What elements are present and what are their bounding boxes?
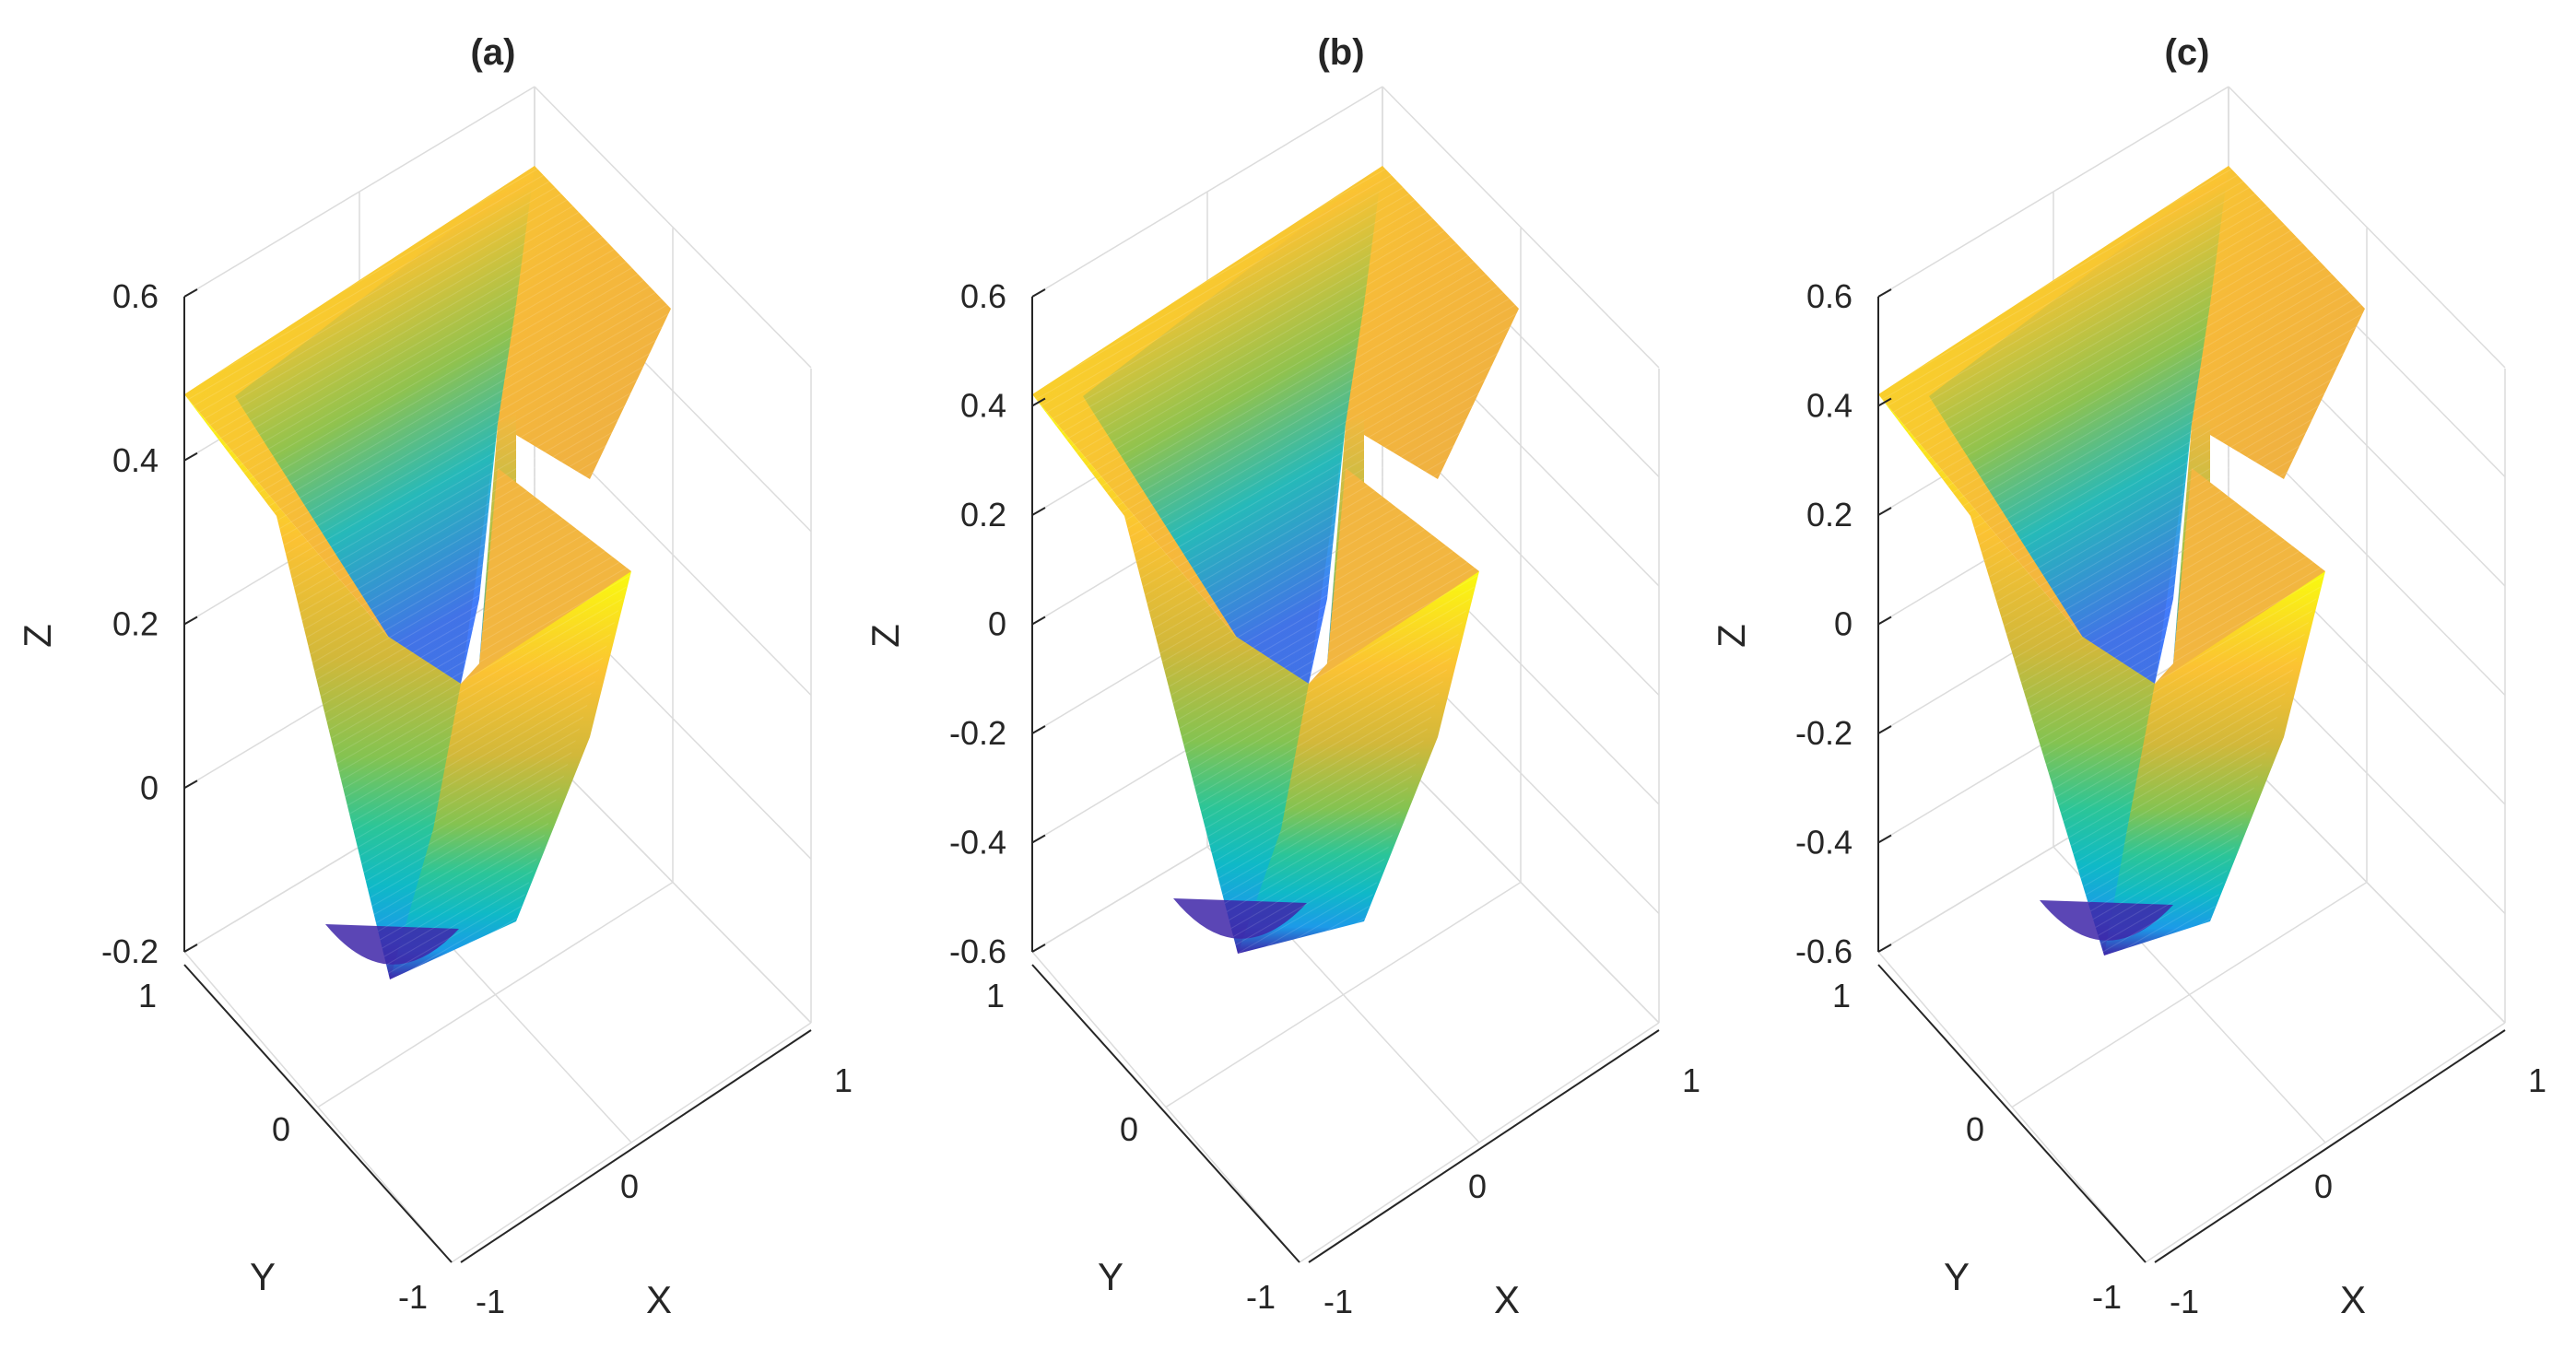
x-axis-label: X	[2340, 1278, 2366, 1321]
axes: -0.2 0 0.2 0.4 0.6 1 0 -1 -1 0 1 Z Y X	[16, 277, 853, 1321]
z-axis-label: Z	[16, 624, 59, 648]
y-tick-label: 1	[1832, 977, 1851, 1014]
surface-mesh-overlay	[1032, 166, 1519, 954]
x-tick-label: 0	[2314, 1167, 2333, 1205]
y-tick-label: 0	[272, 1110, 290, 1148]
x-axis-label: X	[1494, 1278, 1520, 1321]
grid-line	[2145, 1022, 2506, 1263]
z-tick-label: 0.4	[112, 441, 159, 479]
grid-line	[1031, 86, 1383, 298]
chart-panel-b: -0.6 -0.4 -0.2 0 0.2 0.4 0.6 1 0 -1 -1 0 1 Z Y X (b)	[864, 32, 1700, 1321]
y-axis-line	[1877, 964, 2147, 1263]
x-axis-label: X	[646, 1278, 672, 1321]
x-axis-line	[1308, 1029, 1660, 1263]
z-tick-mark	[1877, 944, 1892, 953]
z-tick-mark	[1031, 725, 1046, 734]
y-tick-label: 1	[986, 977, 1005, 1014]
z-tick-label: -0.6	[1795, 932, 1853, 970]
z-tick-mark	[1031, 288, 1046, 298]
z-tick-label: 0.2	[1806, 496, 1853, 533]
z-tick-label: 0.4	[960, 387, 1006, 425]
panel-title: (a)	[471, 32, 516, 73]
x-axis-line	[2154, 1029, 2506, 1263]
z-tick-label: 0.6	[1806, 277, 1853, 315]
y-axis-label: Y	[1944, 1255, 1970, 1298]
axes: -0.6 -0.4 -0.2 0 0.2 0.4 0.6 1 0 -1 -1 0 1 Z Y X	[864, 277, 1700, 1321]
surface-mesh-overlay	[184, 166, 671, 979]
z-axis-label: Z	[864, 624, 907, 648]
y-axis-line	[183, 964, 453, 1263]
z-tick-label: -0.2	[949, 714, 1006, 752]
z-tick-mark	[183, 288, 198, 298]
y-tick-label: -1	[2092, 1278, 2122, 1316]
grid-line	[534, 86, 812, 369]
z-tick-mark	[1031, 944, 1046, 953]
panel-title: (c)	[2165, 32, 2210, 73]
y-axis-label: Y	[1098, 1255, 1123, 1298]
chart-panel-c: -0.6 -0.4 -0.2 0 0.2 0.4 0.6 1 0 -1 -1 0 1 Z Y X (c)	[1710, 32, 2547, 1321]
z-tick-label: 0.6	[960, 277, 1006, 315]
z-tick-label: 0	[988, 605, 1006, 643]
x-tick-label: -1	[2170, 1283, 2199, 1320]
y-axis-line	[1031, 964, 1300, 1263]
y-tick-label: 0	[1120, 1110, 1138, 1148]
surface-plot	[1032, 166, 1519, 954]
z-tick-label: -0.4	[949, 824, 1006, 862]
grid-line	[1877, 86, 2229, 298]
z-tick-mark	[1031, 507, 1046, 516]
z-tick-mark	[1031, 834, 1046, 844]
z-axis-label: Z	[1710, 624, 1753, 648]
x-tick-label: 0	[1468, 1167, 1487, 1205]
z-tick-label: 0.2	[112, 605, 159, 643]
y-tick-label: 1	[138, 977, 157, 1014]
z-tick-label: -0.6	[949, 932, 1006, 970]
chart-panel-a: -0.2 0 0.2 0.4 0.6 1 0 -1 -1 0 1 Z Y X (a)	[16, 32, 853, 1321]
z-tick-mark	[1031, 397, 1046, 407]
x-tick-label: 0	[620, 1167, 639, 1205]
z-tick-mark	[1877, 507, 1892, 516]
z-tick-mark	[183, 780, 198, 790]
x-tick-label: 1	[1682, 1061, 1700, 1099]
y-tick-label: -1	[398, 1278, 428, 1316]
y-tick-label: -1	[1246, 1278, 1276, 1316]
z-tick-label: -0.4	[1795, 824, 1853, 862]
grid-line	[2228, 86, 2506, 369]
z-tick-label: 0.6	[112, 277, 159, 315]
grid-line	[1382, 741, 1660, 1024]
axes: -0.6 -0.4 -0.2 0 0.2 0.4 0.6 1 0 -1 -1 0 1 Z Y X	[1710, 277, 2547, 1321]
grid-line	[534, 741, 812, 1024]
grid-line	[1382, 86, 1660, 369]
panel-title: (b)	[1317, 32, 1364, 73]
x-tick-label: -1	[476, 1283, 505, 1320]
z-tick-mark	[1877, 616, 1892, 626]
z-tick-label: 0.2	[960, 496, 1006, 533]
surface-mesh-overlay	[1878, 166, 2365, 956]
y-tick-label: 0	[1966, 1110, 1984, 1148]
z-tick-mark	[183, 944, 198, 953]
z-tick-mark	[1877, 725, 1892, 734]
grid-line	[183, 86, 535, 298]
z-tick-label: -0.2	[1795, 714, 1853, 752]
z-tick-mark	[1877, 397, 1892, 407]
z-tick-mark	[183, 451, 198, 462]
x-tick-label: 1	[834, 1061, 853, 1099]
z-tick-mark	[1031, 616, 1046, 626]
grid-line	[1299, 1022, 1660, 1263]
surface-plot	[184, 166, 671, 979]
surface-plot	[1878, 166, 2365, 956]
z-tick-label: 0.4	[1806, 387, 1853, 425]
x-axis-line	[460, 1029, 812, 1263]
z-tick-mark	[1877, 834, 1892, 844]
y-axis-label: Y	[250, 1255, 276, 1298]
x-tick-label: 1	[2528, 1061, 2547, 1099]
z-tick-mark	[183, 616, 198, 626]
x-tick-label: -1	[1323, 1283, 1353, 1320]
z-tick-label: 0	[140, 768, 159, 806]
grid-line	[451, 1022, 812, 1263]
z-tick-mark	[1877, 288, 1892, 298]
z-tick-label: -0.2	[101, 932, 159, 970]
grid-line	[2228, 741, 2506, 1024]
z-tick-label: 0	[1834, 605, 1853, 643]
